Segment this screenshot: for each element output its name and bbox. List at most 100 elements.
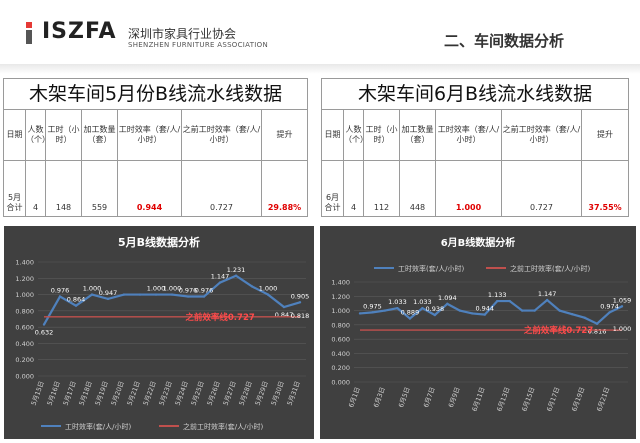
june-data-label: 1.133: [488, 291, 507, 299]
may-data-label: 1.000: [147, 285, 166, 293]
june-header-people: 人数（个）: [343, 109, 368, 161]
logo-chinese-name: 深圳市家具行业协会: [128, 27, 237, 41]
june-data-label: 0.938: [426, 305, 445, 313]
may-header-people: 人数（个）: [25, 109, 50, 161]
may-data-label: 0.947: [99, 289, 118, 297]
may-y-tick-label: 0.400: [15, 340, 34, 348]
page-title: 二、车间数据分析: [444, 32, 565, 50]
may-data-label: 1.147: [211, 273, 230, 281]
may-table-title: 木架车间5月份B线流水线数据: [2, 78, 309, 110]
may-chart-title: 5月B线数据分析: [118, 235, 200, 249]
may-y-tick-label: 0.200: [15, 356, 34, 364]
may-x-tick-label: 5月19日: [94, 380, 110, 407]
may-cell-prev-efficiency: 0.727: [181, 160, 262, 217]
may-y-tick-label: 0.000: [15, 373, 34, 381]
june-data-point: [408, 317, 412, 320]
june-line-chart: 6月B线数据分析 0.000 0.200 0.400 0.600 0.800 1.000 1.…: [320, 226, 636, 439]
june-cell-prev-efficiency: 0.727: [501, 160, 582, 217]
may-header-hours: 工时（小时）: [45, 109, 82, 161]
june-y-tick-label: 1.200: [331, 293, 350, 301]
june-y-tick-label: 0.800: [331, 321, 350, 329]
may-x-tick-label: 5月17日: [62, 380, 78, 407]
june-data-label: 1.059: [613, 296, 632, 304]
may-x-tick-label: 5月15日: [30, 380, 46, 407]
may-header-prev-efficiency: 之前工时效率（套/人/小时）: [181, 109, 262, 161]
june-header-efficiency: 工时效率（套/人/小时）: [435, 109, 502, 161]
june-x-tick-label: 6月7日: [422, 386, 437, 409]
may-chart-svg: 5月B线数据分析0.0000.2000.4000.6000.8001.0001.…: [15, 235, 309, 431]
june-header-date: 日期: [321, 109, 344, 161]
may-data-point: [154, 293, 158, 296]
may-x-tick-label: 5月26日: [206, 380, 222, 407]
may-cell-improvement: 29.88%: [260, 160, 309, 217]
june-data-label: 0.816: [588, 328, 607, 336]
may-x-tick-label: 5月21日: [126, 380, 142, 407]
may-x-tick-label: 5月22日: [142, 380, 158, 407]
june-data-point: [533, 309, 536, 312]
may-line-chart: 5月B线数据分析 0.000 0.200 0.400 0.600 0.800 1.000 1.…: [4, 226, 314, 439]
may-data-point: [202, 295, 206, 298]
june-cell-hours: 112: [363, 160, 400, 217]
june-chart-title: 6月B线数据分析: [441, 236, 516, 249]
june-data-point: [471, 312, 474, 315]
may-x-tick-label: 5月30日: [270, 380, 286, 407]
june-previous-efficiency-annotation: 之前效率线0.727: [524, 325, 593, 336]
may-data-point: [186, 295, 190, 298]
may-data-label: 0.976: [179, 287, 198, 295]
june-data-point: [608, 311, 611, 314]
june-x-tick-label: 6月15日: [520, 386, 536, 413]
june-header-prev-efficiency: 之前工时效率（套/人/小时）: [501, 109, 582, 161]
june-x-tick-label: 6月19日: [570, 386, 586, 413]
june-y-tick-label: 0.400: [331, 350, 350, 358]
may-x-tick-label: 5月24日: [174, 380, 190, 407]
logo-english-name: SHENZHEN FURNITURE ASSOCIATION: [128, 41, 269, 49]
may-x-tick-label: 5月31日: [286, 380, 302, 407]
may-x-tick-label: 5月27日: [222, 380, 238, 407]
june-data-point: [446, 302, 449, 306]
may-y-tick-label: 1.000: [15, 291, 34, 299]
may-x-tick-label: 5月28日: [238, 380, 254, 407]
june-data-point: [421, 307, 424, 310]
june-x-tick-label: 6月1日: [347, 386, 362, 409]
june-data-label: 1.147: [538, 290, 557, 298]
june-x-tick-label: 6月5日: [397, 386, 412, 409]
may-data-point: [266, 293, 270, 296]
june-cell-date: 6月合计: [321, 160, 344, 217]
june-data-label: 0.975: [363, 302, 382, 310]
june-y-tick-label: 1.400: [331, 279, 350, 287]
may-data-point: [138, 293, 142, 296]
june-data-point: [433, 313, 437, 317]
june-data-point: [508, 299, 511, 303]
june-data-point: [558, 309, 561, 312]
june-data-point: [570, 312, 574, 316]
may-data-point: [90, 293, 94, 296]
june-data-point: [483, 313, 486, 316]
june-data-point: [583, 316, 586, 319]
june-table-title: 木架车间6月B线流水线数据: [320, 78, 630, 110]
may-legend-label: 工时效率(套/人/小时): [65, 422, 131, 431]
logo-mark-icon: [26, 22, 40, 44]
june-data-point: [545, 298, 549, 302]
june-cell-efficiency: 1.000: [435, 160, 502, 217]
june-data-label: 1.033: [413, 298, 432, 306]
may-x-tick-label: 5月25日: [190, 380, 206, 407]
june-data-point: [458, 309, 462, 312]
may-cell-efficiency: 0.944: [117, 160, 182, 217]
may-data-point: [170, 293, 174, 296]
may-x-tick-label: 5月16日: [46, 380, 62, 407]
june-data-point: [520, 309, 524, 312]
header-divider: [0, 64, 640, 74]
june-data-point: [396, 307, 399, 310]
may-x-tick-label: 5月18日: [78, 380, 94, 407]
may-data-label: 0.632: [35, 329, 54, 337]
june-legend-label: 之前工时效率(套/人/小时): [510, 264, 590, 273]
june-cell-people: 4: [343, 160, 364, 217]
may-data-label: 1.000: [163, 285, 182, 293]
june-x-tick-label: 6月9日: [447, 386, 462, 409]
june-data-point: [496, 299, 499, 303]
may-header-date: 日期: [3, 109, 26, 161]
may-data-point: [282, 305, 286, 309]
may-data-label: 1.000: [83, 285, 102, 293]
may-cell-people: 4: [25, 160, 46, 217]
june-data-point: [358, 312, 362, 315]
